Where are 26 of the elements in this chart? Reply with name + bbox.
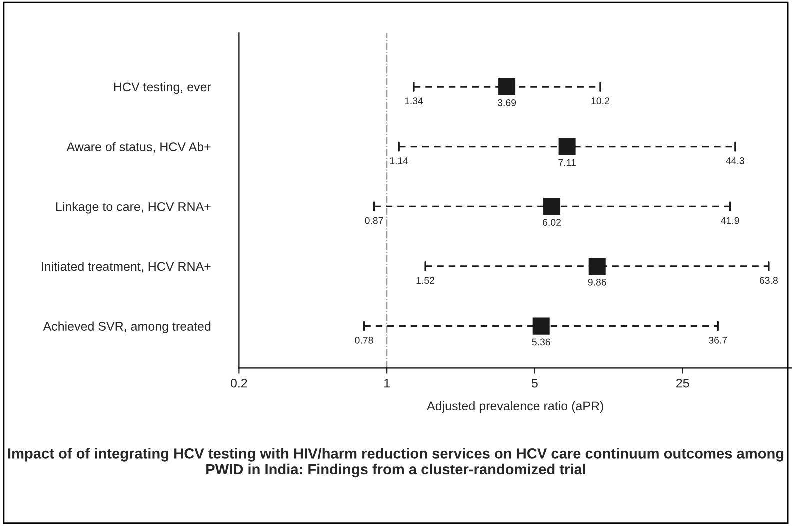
annotation: 36.7 bbox=[709, 337, 728, 344]
x-axis-title: Adjusted prevalence ratio (aPR) bbox=[427, 401, 604, 414]
annotation: 44.3 bbox=[726, 158, 744, 164]
annotation: 1.14 bbox=[390, 158, 408, 164]
annotation: 1.34 bbox=[405, 98, 424, 105]
annotation: 0.78 bbox=[355, 337, 374, 344]
data-label: 7.11 bbox=[558, 159, 576, 166]
text: Impact of of integrating HCV testing with HIV/harm reduction services on HCV care continuum outcomes among PWID in India: Findings from a cluster-randomized trial bbox=[8, 448, 784, 478]
x-tick-label: 1 bbox=[384, 379, 390, 388]
x-tick-label: 5 bbox=[532, 379, 538, 388]
y-tick-label: Initiated treatment, HCV RNA+ bbox=[42, 262, 211, 273]
y-tick-label: Achieved SVR, among treated bbox=[43, 322, 211, 334]
annotation: 0.87 bbox=[365, 217, 384, 224]
x-tick-label: 0.2 bbox=[230, 378, 248, 388]
y-tick-label: Linkage to care, HCV RNA+ bbox=[56, 202, 211, 214]
data-label: 3.69 bbox=[498, 99, 516, 106]
x-tick-label: 25 bbox=[676, 378, 690, 388]
data-label: 6.02 bbox=[543, 219, 561, 226]
annotation: 10.2 bbox=[592, 98, 610, 105]
y-tick-label: HCV testing, ever bbox=[114, 82, 212, 94]
data-label: 5.36 bbox=[532, 338, 550, 346]
data-label: 9.86 bbox=[588, 278, 606, 286]
annotation: 63.8 bbox=[760, 277, 778, 284]
annotation: 1.52 bbox=[416, 277, 435, 284]
y-tick-label: Aware of status, HCV Ab+ bbox=[66, 142, 211, 153]
annotation: 41.9 bbox=[721, 217, 740, 224]
